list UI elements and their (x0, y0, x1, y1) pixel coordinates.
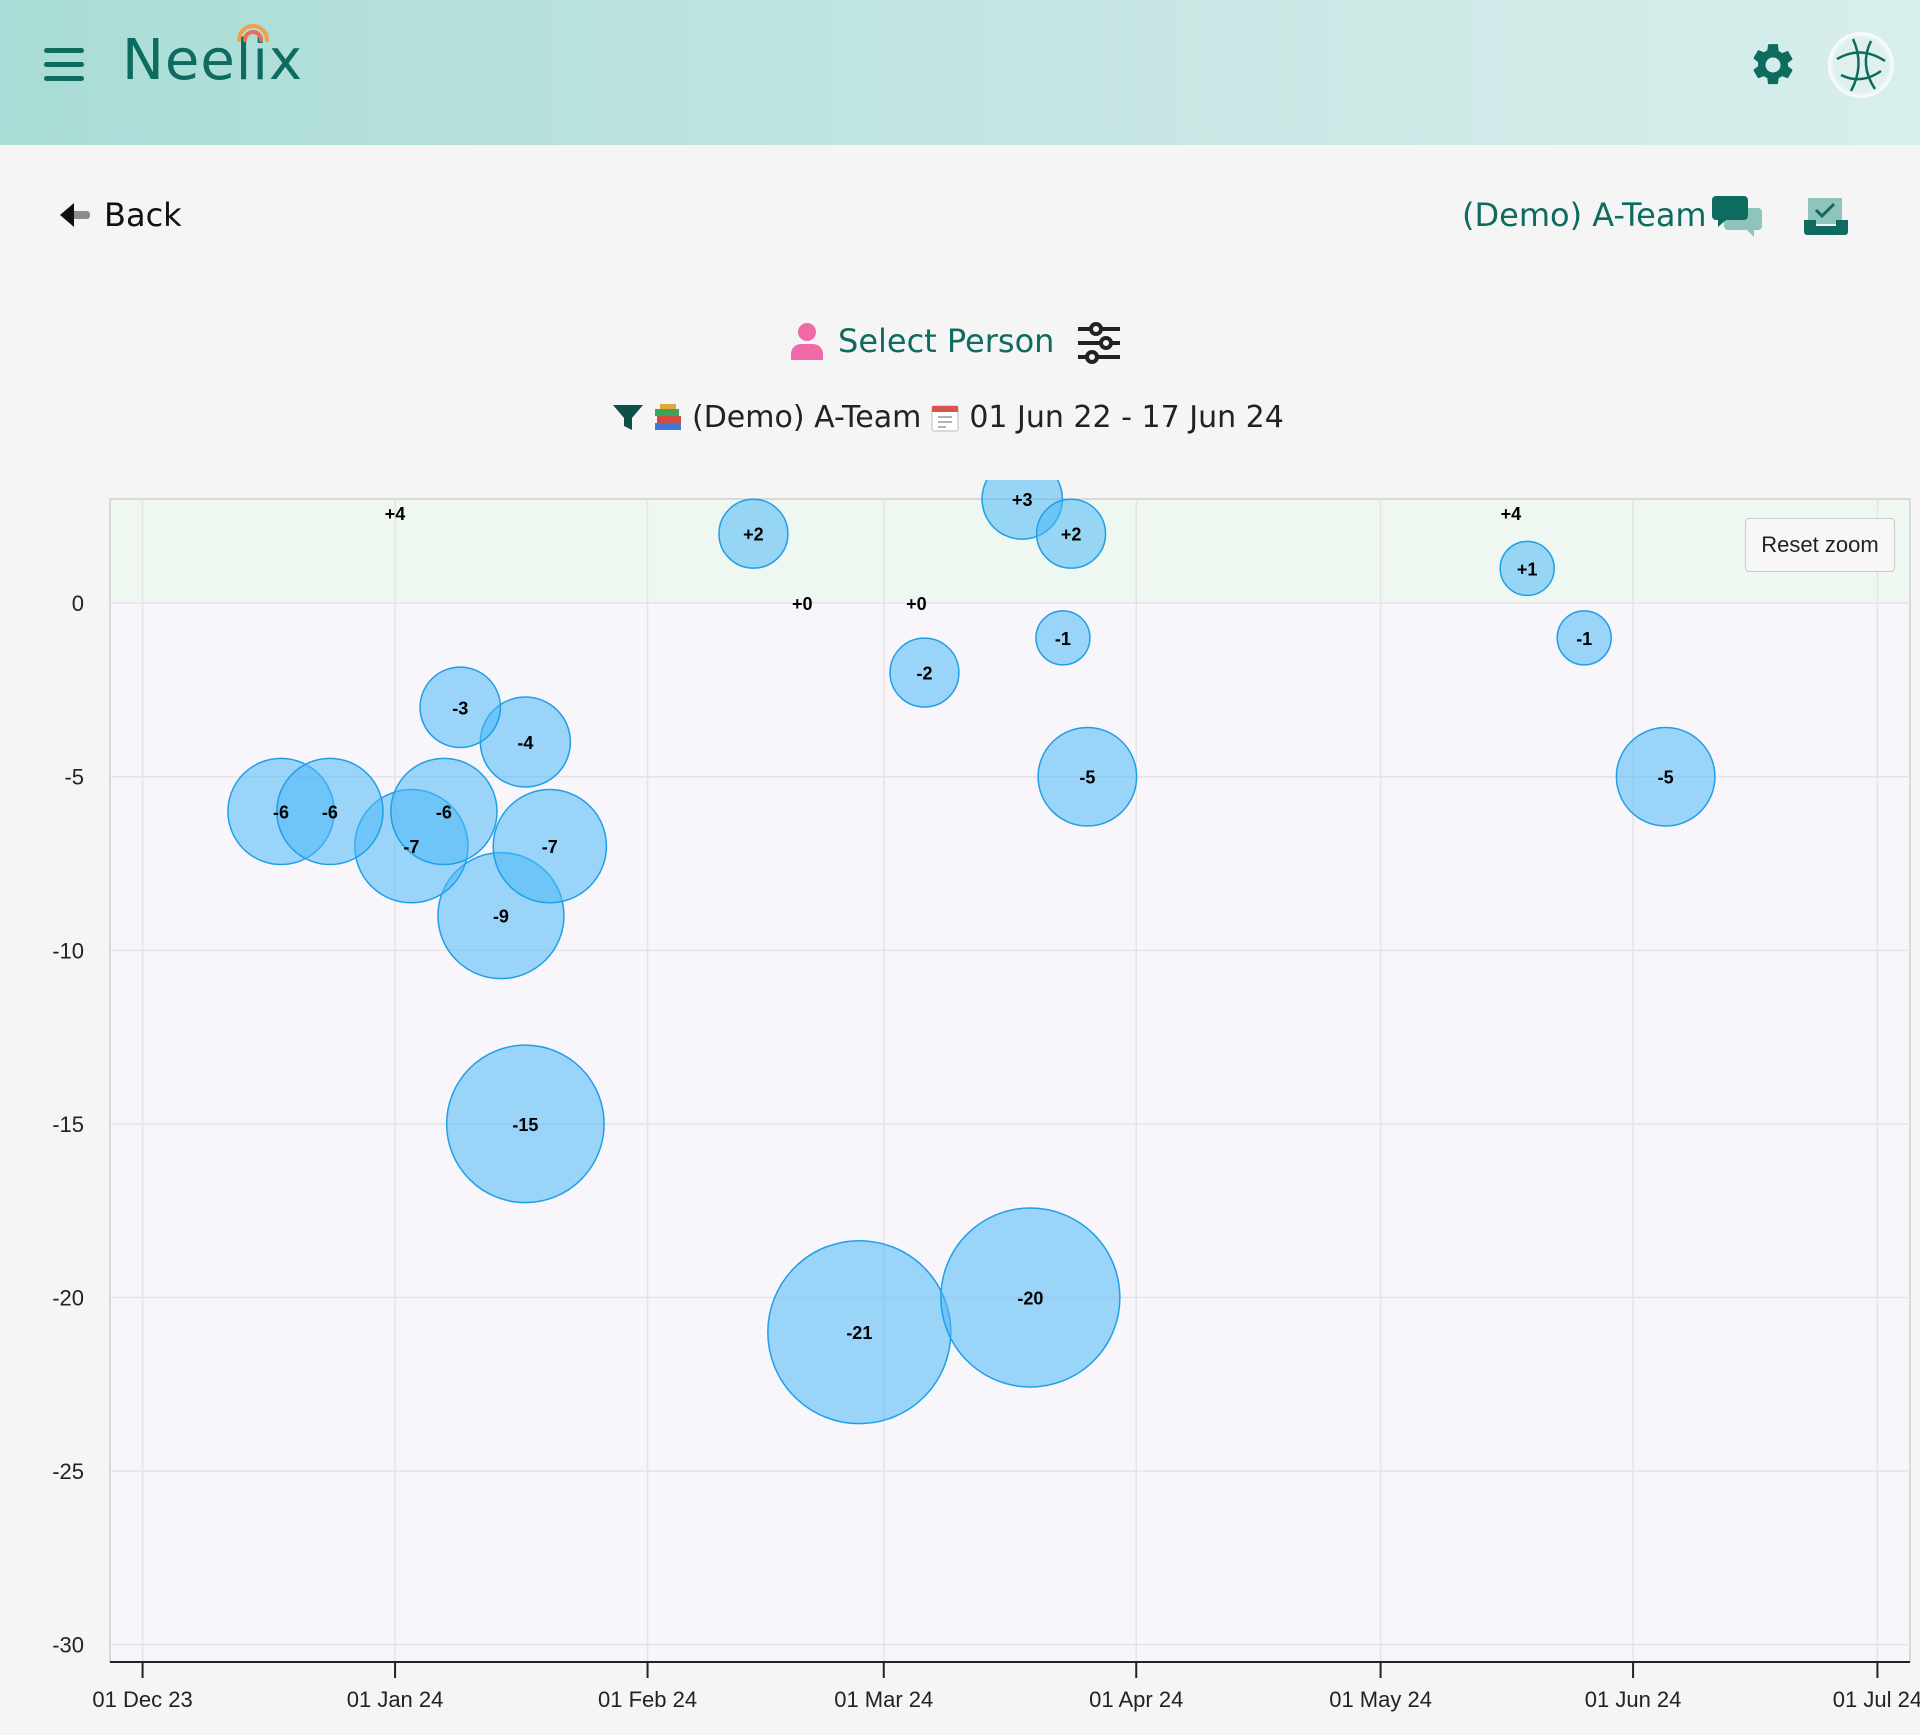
user-avatar[interactable] (1828, 32, 1894, 98)
x-tick-label: 01 Feb 24 (598, 1687, 697, 1712)
bubble-data-label: +3 (1012, 490, 1033, 510)
bubble-data-label: -5 (1658, 768, 1674, 788)
bubble-data-label: -5 (1079, 768, 1095, 788)
y-tick-label: -20 (52, 1285, 84, 1310)
bubble-chart[interactable]: 01 Dec 23 01 Jan 24 01 Feb 24 01 Mar 24 01 A… (0, 480, 1920, 1735)
bubble-data-label: -3 (452, 698, 468, 718)
bubble-data-label: +1 (1517, 559, 1538, 579)
app-name: Neelix (122, 28, 304, 93)
bubble-data-label: -7 (542, 837, 558, 857)
x-tick-label: 01 Jan 24 (347, 1687, 444, 1712)
app-logo[interactable]: Neelix (122, 28, 303, 93)
data-bubble[interactable] (889, 637, 960, 708)
funnel-icon (613, 404, 643, 430)
x-tick-label: 01 Jul 24 (1833, 1687, 1920, 1712)
data-bubble[interactable] (390, 757, 498, 866)
active-filter-summary: (Demo) A-Team 01 Jun 22 - 17 Jun 24 (612, 400, 1284, 435)
filter-date-range: 01 Jun 22 - 17 Jun 24 (969, 400, 1284, 435)
data-bubble[interactable] (445, 1044, 605, 1204)
data-bubble[interactable] (1035, 498, 1107, 569)
x-tick-label: 01 Mar 24 (834, 1687, 933, 1712)
settings-gear-icon[interactable] (1748, 40, 1798, 90)
avatar-globe-icon (1833, 37, 1889, 93)
data-bubble[interactable] (276, 757, 384, 866)
data-bubble[interactable] (1556, 610, 1612, 666)
data-bubble[interactable] (1615, 726, 1716, 827)
bubble-data-label: -1 (1055, 629, 1071, 649)
data-bubble[interactable] (1499, 540, 1555, 597)
data-bubble[interactable] (1035, 610, 1091, 666)
logo-signal-icon (237, 24, 269, 42)
filter-sliders-icon[interactable] (1076, 322, 1122, 364)
bubble-data-label: -20 (1017, 1288, 1043, 1308)
x-tick-label: 01 Apr 24 (1089, 1687, 1183, 1712)
bubble-data-label: -21 (846, 1323, 872, 1343)
bubble-data-label: -1 (1576, 629, 1592, 649)
data-bubble[interactable] (940, 1207, 1121, 1388)
x-tick-label: 01 Jun 24 (1585, 1687, 1682, 1712)
top-app-bar: Neelix (0, 0, 1920, 145)
data-bubble[interactable] (492, 788, 608, 904)
select-person-label: Select Person (838, 322, 1055, 360)
bubble-data-label: -15 (512, 1115, 538, 1135)
data-bubble[interactable] (419, 666, 502, 749)
filter-team: (Demo) A-Team (692, 400, 922, 435)
bubble-data-label: +0 (906, 594, 927, 614)
calendar-icon (931, 405, 959, 431)
bubble-data-label: -6 (322, 802, 338, 822)
y-tick-label: -5 (64, 765, 84, 790)
bubble-data-label: +2 (1061, 525, 1082, 545)
data-bubble[interactable] (1037, 726, 1138, 827)
bubble-data-label: +4 (385, 504, 406, 524)
bubble-data-label: -7 (403, 837, 419, 857)
chat-icon[interactable] (1712, 194, 1764, 238)
y-tick-label: -30 (52, 1633, 84, 1658)
hamburger-menu-icon[interactable] (44, 48, 84, 82)
y-tick-label: -25 (52, 1459, 84, 1484)
reset-zoom-button[interactable]: Reset zoom (1745, 518, 1895, 572)
select-person-button[interactable]: Select Person (790, 322, 1054, 360)
data-bubble[interactable] (718, 498, 789, 569)
back-button[interactable]: Back (58, 196, 182, 234)
bubble-data-label: +4 (1501, 504, 1522, 524)
y-tick-label: 0 (72, 591, 84, 616)
bubble-data-label: -6 (436, 802, 452, 822)
x-tick-label: 01 May 24 (1329, 1687, 1432, 1712)
bubble-data-label: -6 (273, 802, 289, 822)
bubble-data-label: -9 (493, 907, 509, 927)
books-icon (655, 403, 681, 430)
inbox-check-icon[interactable] (1802, 196, 1850, 236)
back-arrow-icon (60, 203, 90, 227)
y-tick-label: -15 (52, 1112, 84, 1137)
bubble-data-label: +0 (792, 594, 813, 614)
team-name-link[interactable]: (Demo) A-Team (1462, 196, 1707, 234)
person-icon (791, 323, 823, 360)
bubble-data-label: +2 (743, 525, 764, 545)
y-tick-label: -10 (52, 938, 84, 963)
back-label: Back (104, 196, 182, 234)
x-tick-label: 01 Dec 23 (92, 1687, 192, 1712)
bubble-data-label: -2 (916, 664, 932, 684)
bubble-data-label: -4 (517, 733, 533, 753)
